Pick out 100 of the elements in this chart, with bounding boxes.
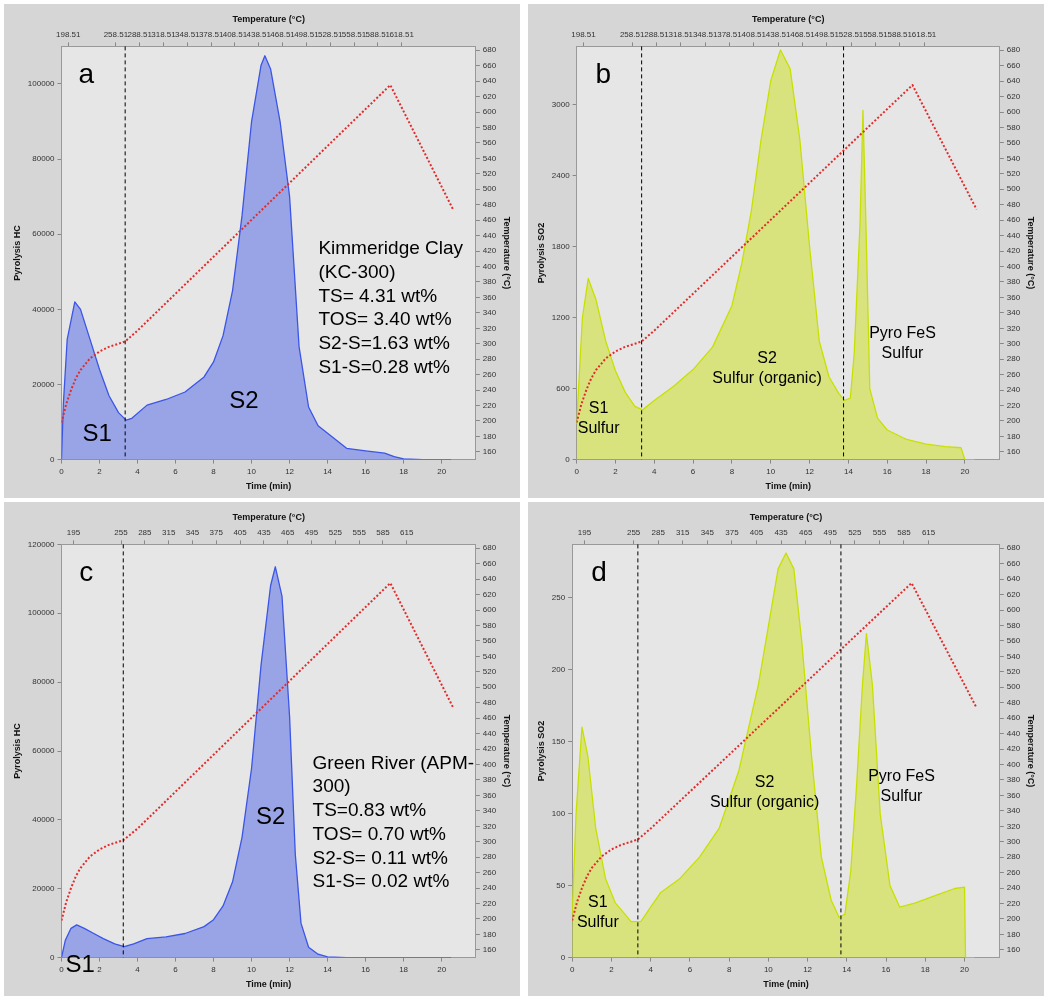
x2-tick-label: 438.51 bbox=[765, 29, 791, 39]
x2-tick-label: 405 bbox=[233, 527, 248, 537]
y2-tick-label: 600 bbox=[482, 605, 497, 615]
y2-tick-label: 640 bbox=[1006, 574, 1021, 584]
y2-tick-label: 200 bbox=[1006, 914, 1021, 924]
y2-tick-label: 620 bbox=[482, 589, 497, 599]
annotation: S2 bbox=[256, 801, 286, 829]
x2-tick-label: 438.51 bbox=[246, 29, 272, 39]
annotation: S1 bbox=[65, 950, 95, 978]
y2-tick-label: 180 bbox=[1006, 929, 1021, 939]
x2-tick-label: 528.51 bbox=[317, 29, 343, 39]
annotation: c bbox=[79, 556, 94, 588]
x-tick-label: 18 bbox=[399, 466, 409, 476]
y-tick-label: 250 bbox=[551, 592, 566, 602]
annotation: a bbox=[78, 58, 95, 90]
y2-tick-label: 380 bbox=[482, 277, 497, 287]
y2-tick-label: 460 bbox=[482, 713, 497, 723]
y2-tick-label: 180 bbox=[1006, 431, 1021, 441]
x-tick-label: 6 bbox=[690, 466, 696, 476]
y2-tick-label: 480 bbox=[1006, 199, 1021, 209]
x2-tick-label: 555 bbox=[872, 527, 887, 537]
x2-tick-label: 525 bbox=[328, 527, 343, 537]
y2-tick-label: 680 bbox=[482, 45, 497, 55]
x-tick-label: 6 bbox=[173, 964, 179, 974]
y2-tick-label: 540 bbox=[1006, 651, 1021, 661]
y2-tick-label: 160 bbox=[1006, 447, 1021, 457]
x2-tick-label: 408.51 bbox=[741, 29, 767, 39]
y2-tick-label: 220 bbox=[1006, 400, 1021, 410]
y2-tick-label: 300 bbox=[1006, 836, 1021, 846]
annotation: S2 Sulfur (organic) bbox=[712, 349, 822, 387]
x2-tick-label: 585 bbox=[376, 527, 391, 537]
y2-tick-label: 280 bbox=[1006, 354, 1021, 364]
y2-tick-label: 500 bbox=[1006, 682, 1021, 692]
y2-tick-label: 240 bbox=[482, 883, 497, 893]
y2-tick-label: 340 bbox=[1006, 806, 1021, 816]
y-tick-label: 600 bbox=[556, 383, 571, 393]
y-tick-label: 0 bbox=[50, 454, 56, 464]
y2-tick-label: 580 bbox=[482, 122, 497, 132]
y2-tick-label: 220 bbox=[482, 898, 497, 908]
y2-tick-label: 660 bbox=[1006, 558, 1021, 568]
y-tick-label: 0 bbox=[565, 454, 571, 464]
x-tick-label: 0 bbox=[59, 466, 65, 476]
x-tick-label: 20 bbox=[437, 964, 447, 974]
x-tick-label: 2 bbox=[97, 964, 103, 974]
y2-tick-label: 300 bbox=[482, 836, 497, 846]
y2-tick-label: 320 bbox=[1006, 821, 1021, 831]
y-axis-title: Pyrolysis HC bbox=[11, 224, 22, 281]
x-tick-label: 10 bbox=[247, 964, 257, 974]
y2-tick-label: 500 bbox=[482, 184, 497, 194]
y2-tick-label: 480 bbox=[482, 199, 497, 209]
x2-tick-label: 495 bbox=[823, 527, 838, 537]
y2-tick-label: 300 bbox=[1006, 338, 1021, 348]
x-tick-label: 14 bbox=[842, 964, 852, 974]
y-tick-label: 200 bbox=[551, 664, 566, 674]
y2-tick-label: 300 bbox=[482, 338, 497, 348]
y2-tick-label: 440 bbox=[482, 728, 497, 738]
x-axis-title: Time (min) bbox=[246, 979, 292, 990]
annotation: Kimmeridge Clay (KC-300) TS= 4.31 wt% TOS= 3.40 wt% S2-S=1.63 wt% S1-S=0.28 wt% bbox=[318, 237, 464, 377]
x2-tick-label: 525 bbox=[848, 527, 863, 537]
y2-tick-label: 240 bbox=[1006, 883, 1021, 893]
x-tick-label: 20 bbox=[960, 466, 970, 476]
y2-tick-label: 520 bbox=[482, 169, 497, 179]
y2-tick-label: 620 bbox=[1006, 589, 1021, 599]
x-tick-label: 4 bbox=[135, 964, 141, 974]
y2-tick-label: 260 bbox=[482, 867, 497, 877]
y2-tick-label: 560 bbox=[1006, 138, 1021, 148]
y2-tick-label: 600 bbox=[1006, 107, 1021, 117]
y2-tick-label: 320 bbox=[482, 821, 497, 831]
y-axis-title: Pyrolysis SO2 bbox=[535, 720, 546, 782]
x2-tick-label: 318.51 bbox=[668, 29, 694, 39]
y2-tick-label: 680 bbox=[482, 543, 497, 553]
y2-tick-label: 400 bbox=[482, 759, 497, 769]
x-tick-label: 4 bbox=[648, 964, 654, 974]
y2-tick-label: 360 bbox=[1006, 292, 1021, 302]
x-axis-title: Time (min) bbox=[246, 481, 292, 492]
x2-tick-label: 528.51 bbox=[838, 29, 864, 39]
x-tick-label: 0 bbox=[59, 964, 65, 974]
x-tick-label: 16 bbox=[882, 466, 893, 476]
x2-tick-label: 408.51 bbox=[222, 29, 248, 39]
y2-tick-label: 540 bbox=[482, 651, 497, 661]
x-tick-label: 18 bbox=[399, 964, 409, 974]
x2-tick-label: 405 bbox=[749, 527, 764, 537]
x2-axis-title: Temperature (°C) bbox=[232, 13, 305, 24]
y2-tick-label: 340 bbox=[1006, 308, 1021, 318]
x2-tick-label: 288.51 bbox=[644, 29, 670, 39]
y-tick-label: 40000 bbox=[32, 304, 56, 314]
x2-tick-label: 375 bbox=[725, 527, 740, 537]
y2-tick-label: 440 bbox=[1006, 230, 1021, 240]
y2-tick-label: 580 bbox=[482, 620, 497, 630]
y2-tick-label: 660 bbox=[482, 60, 497, 70]
y-tick-label: 40000 bbox=[32, 815, 56, 825]
x-tick-label: 14 bbox=[323, 964, 333, 974]
x2-tick-label: 495 bbox=[304, 527, 319, 537]
x2-tick-label: 465 bbox=[281, 527, 295, 537]
y2-axis-title: Temperature (°C) bbox=[502, 216, 513, 290]
x-tick-label: 18 bbox=[921, 466, 932, 476]
y2-tick-label: 200 bbox=[1006, 416, 1021, 426]
y2-tick-label: 420 bbox=[1006, 246, 1021, 256]
x2-tick-label: 258.51 bbox=[619, 29, 645, 39]
y-tick-label: 80000 bbox=[32, 154, 56, 164]
